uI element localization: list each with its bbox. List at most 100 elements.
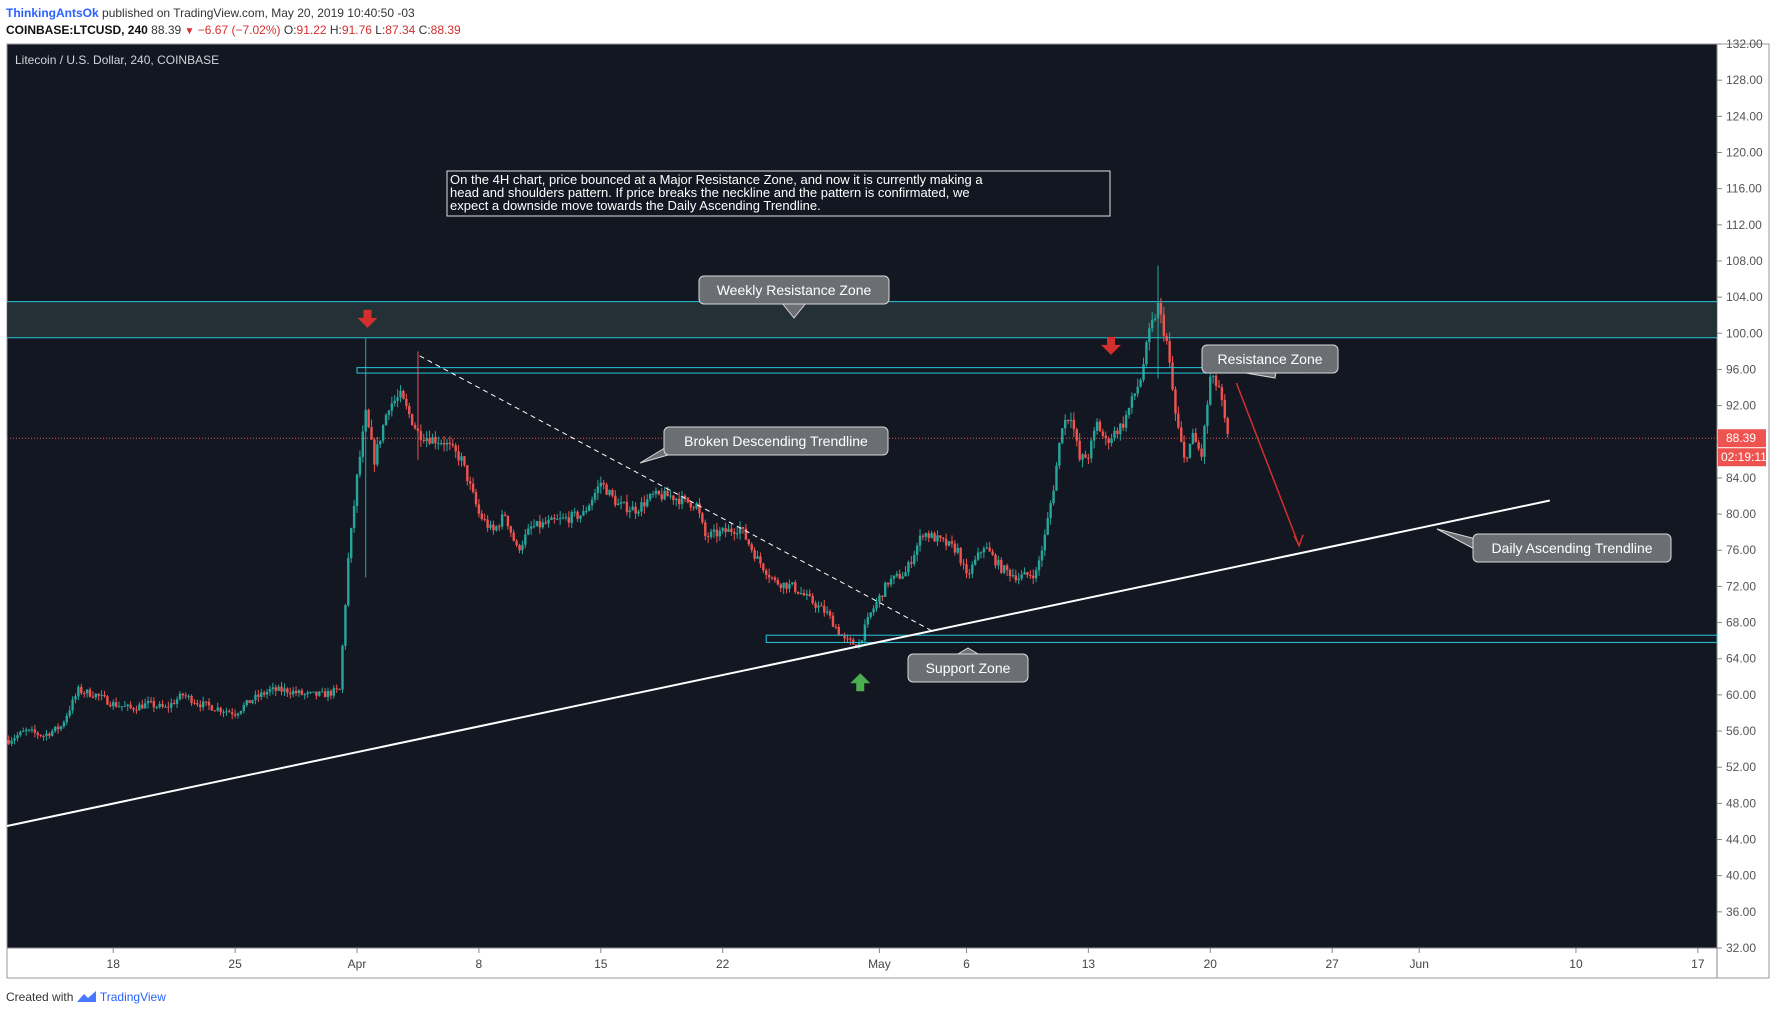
candle[interactable] bbox=[704, 519, 707, 541]
candle[interactable] bbox=[736, 526, 739, 539]
candle[interactable] bbox=[558, 511, 562, 525]
candle[interactable] bbox=[315, 691, 318, 700]
candle[interactable] bbox=[33, 724, 37, 738]
candle[interactable] bbox=[582, 505, 585, 517]
candle[interactable] bbox=[979, 551, 983, 559]
tradingview-link[interactable]: TradingView bbox=[99, 990, 166, 1004]
candle[interactable] bbox=[431, 433, 434, 444]
resistance-zone-callout[interactable]: Resistance Zone bbox=[1201, 344, 1339, 379]
candle[interactable] bbox=[59, 725, 63, 732]
candle[interactable] bbox=[399, 385, 402, 403]
candle[interactable] bbox=[585, 506, 588, 515]
candle[interactable] bbox=[483, 513, 486, 522]
candle[interactable] bbox=[74, 693, 77, 704]
candle[interactable] bbox=[965, 558, 968, 579]
candle[interactable] bbox=[175, 696, 179, 709]
candle[interactable] bbox=[45, 730, 48, 741]
candle[interactable] bbox=[1159, 297, 1163, 324]
candle[interactable] bbox=[347, 552, 350, 607]
candle[interactable] bbox=[814, 600, 817, 613]
candle[interactable] bbox=[663, 486, 666, 501]
candle[interactable] bbox=[573, 507, 576, 517]
candle[interactable] bbox=[437, 436, 440, 450]
candle[interactable] bbox=[869, 612, 872, 620]
candle[interactable] bbox=[547, 515, 550, 528]
candle[interactable] bbox=[518, 543, 521, 554]
candle[interactable] bbox=[776, 577, 780, 586]
candle[interactable] bbox=[62, 720, 66, 729]
candle[interactable] bbox=[1148, 322, 1151, 351]
candle[interactable] bbox=[744, 523, 748, 541]
candle[interactable] bbox=[672, 495, 675, 505]
candle[interactable] bbox=[541, 518, 544, 530]
candle[interactable] bbox=[312, 691, 315, 693]
candle[interactable] bbox=[146, 696, 150, 709]
candle[interactable] bbox=[1133, 393, 1137, 401]
broken_descending-trendline[interactable] bbox=[419, 355, 934, 633]
candle[interactable] bbox=[228, 709, 231, 713]
candle[interactable] bbox=[1217, 379, 1221, 388]
candle[interactable] bbox=[225, 707, 228, 716]
candle[interactable] bbox=[634, 502, 637, 519]
candle[interactable] bbox=[1017, 572, 1020, 585]
candle[interactable] bbox=[326, 687, 330, 702]
candle[interactable] bbox=[599, 476, 602, 494]
candle[interactable] bbox=[1026, 571, 1029, 579]
candle[interactable] bbox=[535, 520, 539, 527]
candle[interactable] bbox=[921, 533, 925, 541]
candle[interactable] bbox=[1020, 570, 1023, 581]
candle[interactable] bbox=[512, 529, 515, 542]
candle[interactable] bbox=[1156, 265, 1160, 379]
candle[interactable] bbox=[239, 710, 243, 715]
candle[interactable] bbox=[297, 688, 301, 697]
candle[interactable] bbox=[767, 568, 771, 584]
candle[interactable] bbox=[529, 521, 533, 535]
candle[interactable] bbox=[985, 542, 988, 550]
candle[interactable] bbox=[262, 690, 266, 698]
candle[interactable] bbox=[1023, 567, 1026, 575]
candle[interactable] bbox=[886, 582, 890, 588]
candle[interactable] bbox=[907, 560, 910, 577]
candle[interactable] bbox=[408, 402, 411, 419]
candle[interactable] bbox=[320, 687, 324, 693]
candle[interactable] bbox=[915, 542, 919, 562]
candle[interactable] bbox=[1000, 557, 1003, 575]
candle[interactable] bbox=[503, 511, 507, 517]
candle[interactable] bbox=[831, 612, 835, 627]
candle[interactable] bbox=[808, 589, 811, 597]
candle[interactable] bbox=[892, 575, 896, 585]
candle[interactable] bbox=[332, 685, 335, 699]
candle[interactable] bbox=[335, 684, 338, 693]
candle[interactable] bbox=[216, 702, 219, 712]
candle[interactable] bbox=[1220, 383, 1224, 407]
candle[interactable] bbox=[1214, 374, 1218, 391]
candle[interactable] bbox=[24, 727, 28, 736]
candle[interactable] bbox=[248, 700, 251, 704]
candle[interactable] bbox=[245, 699, 248, 708]
candle[interactable] bbox=[753, 547, 756, 562]
candle[interactable] bbox=[1084, 450, 1087, 459]
candle[interactable] bbox=[201, 696, 205, 711]
candle[interactable] bbox=[544, 516, 547, 525]
candle[interactable] bbox=[112, 699, 115, 710]
candle[interactable] bbox=[521, 540, 524, 555]
candle[interactable] bbox=[468, 476, 472, 490]
candle[interactable] bbox=[10, 737, 13, 747]
candle[interactable] bbox=[1069, 412, 1073, 428]
candle[interactable] bbox=[460, 452, 463, 467]
candle[interactable] bbox=[480, 510, 484, 521]
candle[interactable] bbox=[968, 568, 971, 579]
candle[interactable] bbox=[306, 690, 309, 698]
candle[interactable] bbox=[971, 561, 974, 578]
candle[interactable] bbox=[1122, 416, 1125, 432]
candle[interactable] bbox=[596, 479, 600, 500]
candle[interactable] bbox=[689, 501, 692, 512]
candle[interactable] bbox=[300, 688, 304, 696]
candle[interactable] bbox=[1145, 340, 1148, 367]
candle[interactable] bbox=[648, 492, 652, 502]
candle[interactable] bbox=[677, 492, 681, 510]
candle[interactable] bbox=[152, 697, 156, 713]
candle[interactable] bbox=[1168, 332, 1171, 368]
candle[interactable] bbox=[85, 689, 89, 698]
candle[interactable] bbox=[1098, 419, 1102, 432]
